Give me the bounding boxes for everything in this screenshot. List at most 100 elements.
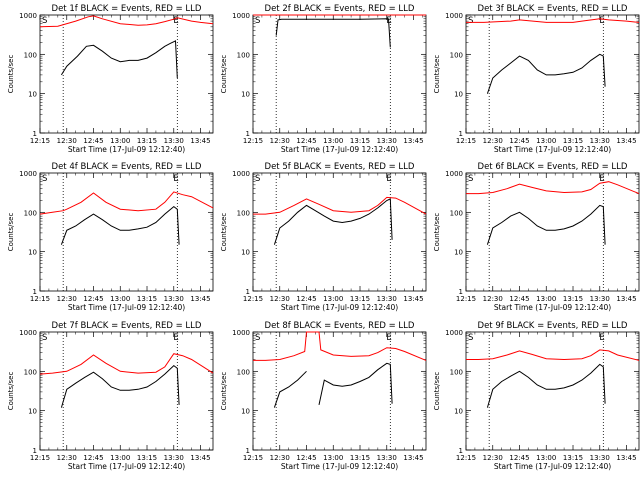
events-series-line bbox=[275, 18, 391, 48]
y-tick-label: 1000 bbox=[445, 170, 463, 178]
panel-5: Det 5f BLACK = Events, RED = LLD 1 10 100 10… bbox=[220, 162, 427, 312]
start-marker-label: S bbox=[468, 16, 473, 26]
x-axis-label: Start Time (17-Jul-09 12:12:40) bbox=[281, 303, 398, 312]
y-tick-label: 1 bbox=[459, 288, 463, 296]
x-tick-label: 13:45 bbox=[616, 295, 636, 303]
x-tick-label: 12:15 bbox=[243, 137, 263, 145]
start-marker-label: S bbox=[42, 174, 47, 184]
plot-frame bbox=[252, 331, 427, 451]
x-axis-label: Start Time (17-Jul-09 12:12:40) bbox=[68, 462, 185, 471]
x-tick-label: 13:15 bbox=[137, 137, 157, 145]
events-series-line bbox=[486, 53, 606, 94]
y-axis-label: Counts/sec bbox=[220, 55, 228, 94]
lld-series-line bbox=[39, 353, 214, 375]
y-tick-label: 100 bbox=[237, 51, 250, 59]
x-tick-label: 13:30 bbox=[164, 454, 184, 462]
x-axis-label: Start Time (17-Jul-09 12:12:40) bbox=[494, 145, 611, 154]
y-axis-label: Counts/sec bbox=[433, 213, 441, 252]
lld-series-line bbox=[466, 18, 640, 23]
x-tick-label: 12:45 bbox=[509, 295, 529, 303]
x-tick-label: 13:15 bbox=[137, 454, 157, 462]
panel-title: Det 4f BLACK = Events, RED = LLD bbox=[52, 162, 202, 172]
x-tick-label: 13:15 bbox=[350, 137, 370, 145]
events-series-line bbox=[60, 205, 180, 245]
y-tick-label: 1 bbox=[33, 447, 37, 455]
x-tick-label: 12:15 bbox=[456, 454, 476, 462]
x-tick-label: 12:15 bbox=[456, 137, 476, 145]
y-axis-label: Counts/sec bbox=[7, 55, 15, 94]
lld-series-line bbox=[253, 196, 427, 215]
x-tick-label: 12:45 bbox=[83, 137, 103, 145]
x-tick-label: 13:15 bbox=[563, 454, 583, 462]
end-marker-label: E bbox=[386, 333, 391, 343]
x-tick-label: 12:45 bbox=[83, 454, 103, 462]
x-tick-label: 13:45 bbox=[190, 454, 210, 462]
events-series-line bbox=[486, 204, 606, 245]
y-tick-label: 100 bbox=[24, 368, 37, 376]
end-marker-label: E bbox=[599, 16, 604, 26]
plot-frame bbox=[465, 172, 640, 292]
y-tick-label: 1000 bbox=[232, 12, 250, 20]
panel-9: Det 9f BLACK = Events, RED = LLD 1 10 100 10… bbox=[433, 321, 640, 471]
y-tick-label: 100 bbox=[450, 368, 463, 376]
y-tick-label: 10 bbox=[454, 91, 463, 99]
y-tick-label: 100 bbox=[450, 51, 463, 59]
x-tick-label: 13:45 bbox=[403, 295, 423, 303]
y-tick-label: 1000 bbox=[19, 170, 37, 178]
panel-title: Det 9f BLACK = Events, RED = LLD bbox=[478, 321, 628, 331]
x-tick-label: 13:15 bbox=[350, 295, 370, 303]
y-axis-label: Counts/sec bbox=[433, 372, 441, 411]
end-marker-label: E bbox=[386, 174, 391, 184]
panel-6: Det 6f BLACK = Events, RED = LLD 1 10 100 10… bbox=[433, 162, 640, 312]
x-tick-label: 12:30 bbox=[57, 295, 77, 303]
y-tick-label: 10 bbox=[241, 91, 250, 99]
y-tick-label: 1 bbox=[33, 288, 37, 296]
x-axis-label: Start Time (17-Jul-09 12:12:40) bbox=[281, 145, 398, 154]
x-tick-label: 13:00 bbox=[323, 295, 343, 303]
events-series-line bbox=[60, 40, 178, 79]
x-tick-label: 13:15 bbox=[350, 454, 370, 462]
panel-4: Det 4f BLACK = Events, RED = LLD 1 10 100 10… bbox=[7, 162, 214, 312]
panel-title: Det 6f BLACK = Events, RED = LLD bbox=[478, 162, 628, 172]
y-tick-label: 100 bbox=[450, 209, 463, 217]
x-tick-label: 13:45 bbox=[403, 137, 423, 145]
y-tick-label: 1000 bbox=[232, 170, 250, 178]
x-tick-label: 13:45 bbox=[190, 137, 210, 145]
start-marker-label: S bbox=[468, 174, 473, 184]
x-tick-label: 12:45 bbox=[83, 295, 103, 303]
x-tick-label: 12:15 bbox=[30, 137, 50, 145]
x-tick-label: 12:30 bbox=[57, 454, 77, 462]
x-tick-label: 13:15 bbox=[563, 295, 583, 303]
x-tick-label: 12:15 bbox=[243, 454, 263, 462]
events-series-line bbox=[273, 362, 393, 408]
x-tick-label: 13:30 bbox=[590, 295, 610, 303]
y-tick-label: 10 bbox=[241, 408, 250, 416]
plot-frame bbox=[252, 14, 427, 134]
y-tick-label: 100 bbox=[24, 51, 37, 59]
start-marker-label: S bbox=[42, 16, 47, 26]
x-tick-label: 13:45 bbox=[616, 454, 636, 462]
end-marker-label: E bbox=[173, 174, 178, 184]
y-tick-label: 1000 bbox=[232, 329, 250, 337]
x-tick-label: 12:30 bbox=[270, 454, 290, 462]
x-tick-label: 13:15 bbox=[563, 137, 583, 145]
end-marker-label: E bbox=[173, 16, 178, 26]
end-marker-label: E bbox=[599, 174, 604, 184]
y-tick-label: 1 bbox=[246, 288, 250, 296]
y-tick-label: 10 bbox=[454, 249, 463, 257]
x-tick-label: 13:00 bbox=[536, 137, 556, 145]
x-tick-label: 13:00 bbox=[536, 295, 556, 303]
x-tick-label: 12:15 bbox=[30, 295, 50, 303]
x-axis-label: Start Time (17-Jul-09 12:12:40) bbox=[68, 303, 185, 312]
x-axis-label: Start Time (17-Jul-09 12:12:40) bbox=[494, 462, 611, 471]
y-tick-label: 1 bbox=[246, 130, 250, 138]
x-tick-label: 13:45 bbox=[190, 295, 210, 303]
x-tick-label: 12:45 bbox=[509, 137, 529, 145]
plot-frame bbox=[39, 331, 214, 451]
y-tick-label: 1 bbox=[246, 447, 250, 455]
y-tick-label: 1000 bbox=[19, 12, 37, 20]
x-tick-label: 13:30 bbox=[377, 295, 397, 303]
panel-title: Det 8f BLACK = Events, RED = LLD bbox=[265, 321, 415, 331]
x-tick-label: 13:00 bbox=[110, 295, 130, 303]
